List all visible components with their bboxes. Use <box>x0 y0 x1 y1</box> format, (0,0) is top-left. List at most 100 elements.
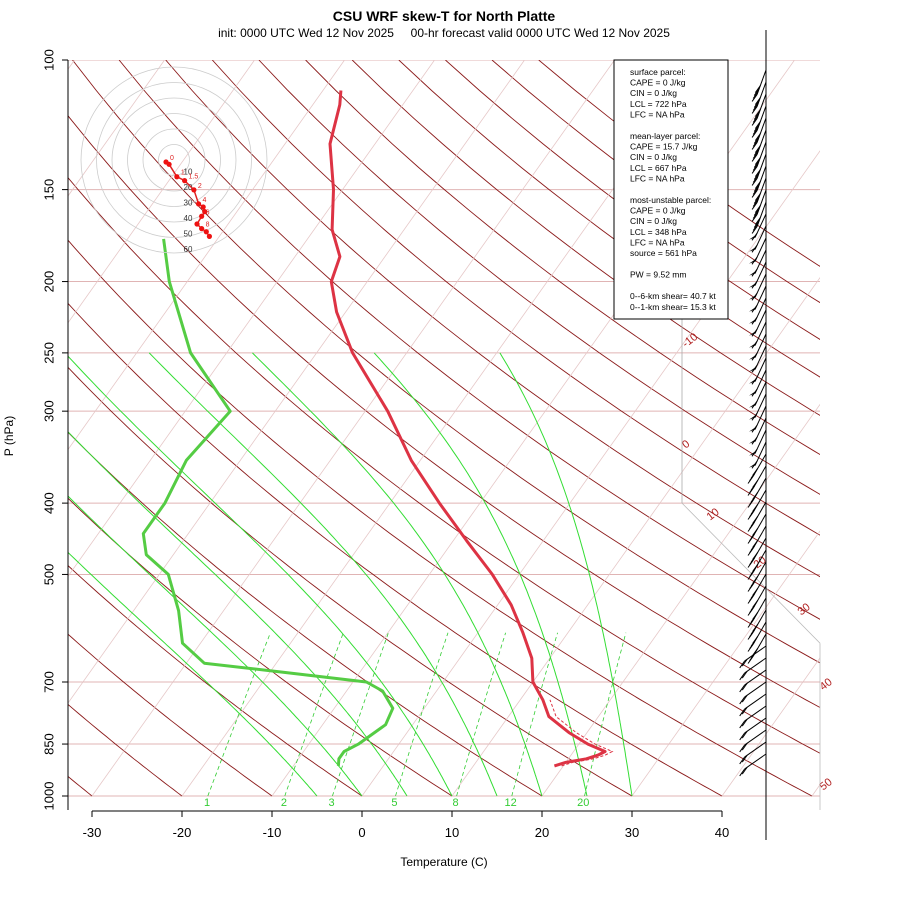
wind-barb-feather-49-0 <box>739 672 746 681</box>
wind-barb-feather-48-1 <box>741 658 748 667</box>
wind-barb-staff-2 <box>756 93 767 119</box>
stats-box-frame <box>613 59 729 320</box>
wind-barb-flag-22-0 <box>749 354 757 360</box>
wind-barb-staff-7 <box>756 153 767 179</box>
wind-barb-feather-9-3 <box>754 193 761 201</box>
moist-adiabats <box>68 352 633 797</box>
x-tick-label-0: 0 <box>358 825 365 840</box>
isotherm-label-50: 50 <box>818 776 835 793</box>
wind-barb-feather-51-1 <box>741 694 748 703</box>
wind-barb-flag-27-0 <box>749 414 757 420</box>
wind-barb-staff-54 <box>744 717 767 734</box>
moist-adiabat-5 <box>252 352 543 797</box>
isotherm-40 <box>721 657 820 797</box>
moist-adiabat-7 <box>499 352 633 797</box>
p-tick-label-300: 300 <box>41 400 56 422</box>
wind-barb-flag-14-0 <box>749 258 757 264</box>
wind-barb-feather-42-3 <box>752 588 759 596</box>
wind-barb-feather-7-0 <box>751 178 758 186</box>
wind-barb-feather-52-1 <box>741 706 748 715</box>
wind-barb-feather-2-1 <box>752 115 759 123</box>
isotherm-m30 <box>91 60 615 797</box>
mixing-ratio-label-20: 20 <box>577 797 589 809</box>
wind-barb-feather-3-2 <box>753 124 760 132</box>
wind-barb-feather-3-3 <box>754 121 761 129</box>
wind-barb-feather-57-0 <box>739 768 746 777</box>
hodograph-ring-40 <box>111 97 237 223</box>
stats-line-16: LFC = NA hPa <box>630 237 685 247</box>
dewpoint-line <box>141 238 395 767</box>
wind-barb-flag-18-0 <box>749 306 757 312</box>
wind-barb-feather-2-3 <box>754 109 761 117</box>
wind-barb-feather-4-1 <box>752 139 759 147</box>
hodograph-point-3 <box>182 178 188 184</box>
dry-adiabat-13 <box>118 60 820 620</box>
p-tick-label-850: 850 <box>41 733 56 755</box>
wind-barb-flag-21-0 <box>749 342 757 348</box>
wind-barb-feather-10-2 <box>753 208 760 216</box>
wind-barb-staff-8 <box>756 165 767 191</box>
hodograph-ring-50 <box>96 82 252 238</box>
dry-adiabat-8 <box>68 302 723 797</box>
wind-barb-feather-30-0 <box>751 449 758 457</box>
wind-barb-flag-17-0 <box>749 294 757 300</box>
p-tick-label-100: 100 <box>41 49 56 71</box>
hodograph-ring-label-30: 30 <box>184 199 193 208</box>
wind-barb-feather-11-2 <box>753 220 760 228</box>
mixing-ratio-label-5: 5 <box>391 797 397 809</box>
wind-barb-feather-54-1 <box>741 730 748 739</box>
wind-barb-staff-4 <box>756 117 767 143</box>
wind-barb-feather-6-3 <box>754 157 761 165</box>
wind-barb-feather-10-0 <box>751 214 758 222</box>
mixing-ratio-label-8: 8 <box>452 797 458 809</box>
hodograph-height-label-0: 0 <box>170 155 174 162</box>
wind-barb-feather-9-1 <box>752 199 759 207</box>
moist-adiabat-6 <box>373 352 588 797</box>
wind-barb-feather-43-3 <box>752 600 759 608</box>
wind-barb-flag-16-0 <box>749 282 757 288</box>
wind-barb-feather-4-3 <box>754 133 761 141</box>
isotherm-m40 <box>68 60 525 704</box>
x-tick-label-40: 40 <box>715 825 729 840</box>
isotherm-label-m10: -10 <box>680 331 700 350</box>
hodograph-point-7 <box>202 209 208 215</box>
dry-adiabat-10 <box>68 176 820 754</box>
wind-barb-staff-6 <box>756 141 767 167</box>
dry-adiabat-14 <box>165 60 820 578</box>
mixing-ratio-line-5 <box>395 632 449 797</box>
wind-barb-feather-55-0 <box>739 744 746 753</box>
wind-barb-feather-56-0 <box>739 756 746 765</box>
wind-barb-feather-6-0 <box>751 166 758 174</box>
hodograph-point-5 <box>195 201 202 207</box>
mixing-ratio-label-2: 2 <box>281 797 287 809</box>
wind-barb-flag-28-0 <box>749 426 757 432</box>
stats-line-15: LCL = 348 hPa <box>630 227 687 237</box>
wind-barb-feather-24-0 <box>751 377 758 385</box>
isotherm-30 <box>631 530 820 797</box>
wind-barb-staff-48 <box>744 645 767 662</box>
wind-barb-feather-0-2 <box>753 88 760 96</box>
wind-barb-feather-2-0 <box>751 118 758 126</box>
wind-barb-staff-3 <box>756 105 767 131</box>
wind-barb-feather-8-3 <box>754 181 761 189</box>
hodograph-height-label-1: 1 <box>181 170 185 177</box>
wind-barb-feather-8-0 <box>751 190 758 198</box>
wind-barb-flag-20-0 <box>749 330 757 336</box>
wind-barb-feather-53-1 <box>741 718 748 727</box>
isotherm-20 <box>541 403 820 797</box>
isotherm-label-40: 40 <box>818 676 835 693</box>
plot-diagonal-edge <box>681 502 821 644</box>
wind-barb-feather-22-0 <box>751 353 758 361</box>
y-axis-label: P (hPa) <box>2 416 16 456</box>
isotherm-label-10: 10 <box>705 506 722 523</box>
wind-barb-feather-1-2 <box>753 100 760 108</box>
p-tick-label-700: 700 <box>41 671 56 693</box>
dry-adiabat-17 <box>305 60 820 456</box>
hodograph-point-4 <box>191 187 197 193</box>
wind-barb-staff-1 <box>756 81 767 107</box>
wind-barb-feather-7-2 <box>753 172 760 180</box>
wind-barb-staff-51 <box>744 681 767 698</box>
dry-adiabat-2 <box>68 703 183 797</box>
wind-barb-feather-4-2 <box>753 136 760 144</box>
p-tick-label-400: 400 <box>41 492 56 514</box>
